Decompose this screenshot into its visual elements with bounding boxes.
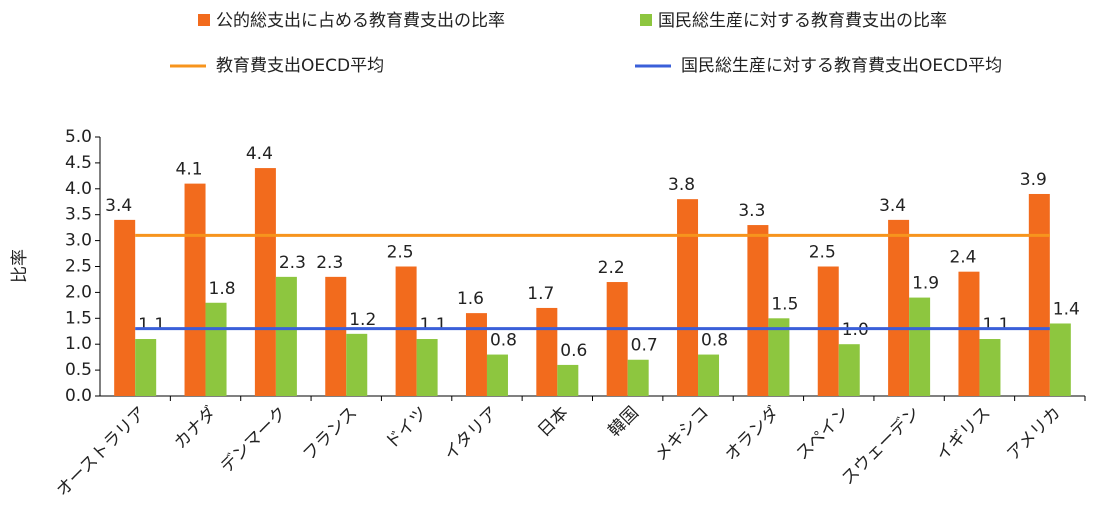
bar <box>135 339 157 396</box>
bar <box>536 307 558 396</box>
data-label: 1.2 <box>349 310 376 330</box>
bar <box>958 271 980 396</box>
x-tick-label: ドイツ <box>381 403 431 453</box>
data-label: 3.4 <box>879 196 906 216</box>
x-tick-label: スペイン <box>792 403 853 464</box>
data-label: 0.8 <box>490 331 517 351</box>
bar <box>888 219 910 396</box>
bar <box>254 168 276 396</box>
y-tick-label: 2.0 <box>65 282 92 302</box>
bar <box>979 339 1001 396</box>
data-label: 1.9 <box>912 274 939 294</box>
data-label: 3.3 <box>738 201 765 221</box>
y-tick-label: 1.0 <box>65 334 92 354</box>
bar <box>395 266 417 396</box>
data-label: 3.4 <box>105 196 132 216</box>
bar <box>817 266 839 396</box>
y-tick-label: 2.5 <box>65 257 92 277</box>
x-tick-label: カナダ <box>170 403 220 453</box>
data-label: 2.5 <box>387 243 414 263</box>
bar <box>768 318 790 396</box>
bar <box>486 354 508 396</box>
bar <box>606 282 628 396</box>
data-label: 1.5 <box>771 294 798 314</box>
bar <box>698 354 720 396</box>
x-tick-label: アメリカ <box>1003 403 1065 465</box>
data-label: 3.8 <box>668 175 695 195</box>
data-label: 1.0 <box>842 320 869 340</box>
data-label: 1.1 <box>420 315 447 335</box>
bar <box>1049 323 1071 396</box>
legend-label: 公的総支出に占める教育費支出の比率 <box>216 11 505 31</box>
bar <box>677 199 699 396</box>
x-tick-label: イタリア <box>440 403 502 465</box>
x-tick-label: オランダ <box>721 403 783 465</box>
x-tick-label: オーストラリア <box>53 403 151 501</box>
bar <box>1028 193 1050 396</box>
bar <box>838 344 860 396</box>
y-tick-label: 3.5 <box>65 205 92 225</box>
data-label: 2.5 <box>809 243 836 263</box>
data-label: 2.4 <box>949 248 976 268</box>
x-tick-label: フランス <box>299 403 361 465</box>
data-label: 2.3 <box>316 253 343 273</box>
bar <box>465 313 487 396</box>
x-tick-label: 日本 <box>534 403 572 441</box>
legend-label: 国民総生産に対する教育費支出の比率 <box>658 11 947 31</box>
data-label: 0.7 <box>631 336 658 356</box>
data-label: 1.8 <box>209 279 236 299</box>
bar <box>416 339 438 396</box>
y-tick-label: 4.0 <box>65 179 92 199</box>
x-tick-label: メキシコ <box>651 403 713 465</box>
data-label: 1.1 <box>982 315 1009 335</box>
y-tick-label: 1.5 <box>65 308 92 328</box>
bar <box>325 276 347 396</box>
legend-swatch <box>198 14 210 26</box>
data-label: 4.4 <box>246 144 273 164</box>
data-label: 2.3 <box>279 253 306 273</box>
y-tick-label: 5.0 <box>65 127 92 147</box>
data-label: 0.8 <box>701 331 728 351</box>
x-tick-label: 韓国 <box>605 403 643 441</box>
data-label: 2.2 <box>598 258 625 278</box>
legend-swatch <box>640 14 652 26</box>
data-label: 4.1 <box>176 160 203 180</box>
bar <box>627 359 649 396</box>
bar <box>205 302 227 396</box>
bar <box>114 219 136 396</box>
y-axis-label: 比率 <box>10 249 30 283</box>
data-label: 1.6 <box>457 289 484 309</box>
bar <box>747 225 769 396</box>
bar <box>275 276 297 396</box>
y-tick-label: 4.5 <box>65 153 92 173</box>
bar <box>909 297 931 396</box>
data-label: 1.7 <box>527 284 554 304</box>
y-tick-label: 0.0 <box>65 386 92 406</box>
bar <box>184 183 206 396</box>
bar <box>346 333 368 396</box>
y-tick-label: 3.0 <box>65 231 92 251</box>
legend-label: 国民総生産に対する教育費支出OECD平均 <box>681 56 1002 76</box>
x-tick-label: イギリス <box>932 403 994 465</box>
legend-label: 教育費支出OECD平均 <box>216 56 384 76</box>
data-label: 3.9 <box>1020 170 1047 190</box>
x-tick-label: デンマーク <box>216 402 291 477</box>
data-label: 0.6 <box>560 341 587 361</box>
data-label: 1.1 <box>138 315 165 335</box>
data-label: 1.4 <box>1053 299 1080 319</box>
bar <box>557 364 579 396</box>
y-tick-label: 0.5 <box>65 360 92 380</box>
